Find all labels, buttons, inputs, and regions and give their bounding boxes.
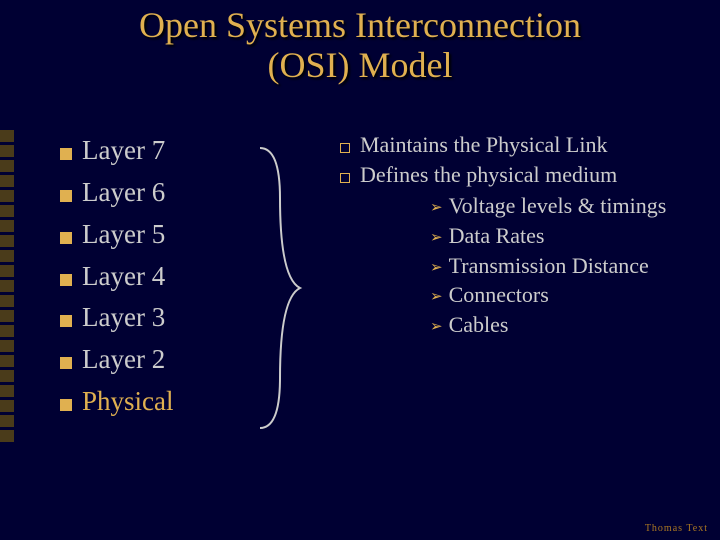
- layer-item: Layer 4: [60, 256, 260, 298]
- square-bullet-icon: [60, 315, 72, 327]
- curly-brace: [260, 130, 340, 423]
- sub-item: ➢ Cables: [430, 310, 700, 340]
- layer-label: Layer 2: [82, 339, 165, 381]
- square-bullet-icon: [60, 357, 72, 369]
- sub-item: ➢ Voltage levels & timings: [430, 191, 700, 221]
- sub-item-text: Cables: [449, 310, 509, 340]
- square-bullet-icon: [60, 274, 72, 286]
- layer-item: Layer 2: [60, 339, 260, 381]
- detail-text: Defines the physical medium: [360, 160, 617, 190]
- content-area: Layer 7Layer 6Layer 5Layer 4Layer 3Layer…: [60, 130, 700, 423]
- sub-item-text: Connectors: [449, 280, 549, 310]
- layers-list: Layer 7Layer 6Layer 5Layer 4Layer 3Layer…: [60, 130, 260, 423]
- sub-item: ➢ Transmission Distance: [430, 251, 700, 281]
- sub-item: ➢ Data Rates: [430, 221, 700, 251]
- arrow-bullet-icon: ➢: [430, 317, 443, 337]
- title-line-1: Open Systems Interconnection: [139, 5, 581, 45]
- arrow-bullet-icon: ➢: [430, 258, 443, 278]
- sub-item-text: Transmission Distance: [449, 251, 649, 281]
- layer-item: Layer 5: [60, 214, 260, 256]
- layer-item: Layer 7: [60, 130, 260, 172]
- layer-item: Layer 6: [60, 172, 260, 214]
- layer-label: Layer 4: [82, 256, 165, 298]
- layer-item: Layer 3: [60, 297, 260, 339]
- arrow-bullet-icon: ➢: [430, 287, 443, 307]
- detail-text: Maintains the Physical Link: [360, 130, 607, 160]
- square-bullet-icon: [60, 148, 72, 160]
- hollow-square-bullet-icon: [340, 143, 350, 153]
- layer-item: Physical: [60, 381, 260, 423]
- title-line-2: (OSI) Model: [268, 45, 453, 85]
- detail-item: Defines the physical medium: [340, 160, 700, 190]
- sub-list: ➢ Voltage levels & timings ➢ Data Rates ➢ Tra…: [430, 191, 700, 339]
- layer-label: Physical: [82, 381, 174, 423]
- sub-item-text: Data Rates: [449, 221, 545, 251]
- sub-item-text: Voltage levels & timings: [449, 191, 667, 221]
- hollow-square-bullet-icon: [340, 173, 350, 183]
- footer-text: Thomas Text: [645, 523, 708, 534]
- arrow-bullet-icon: ➢: [430, 198, 443, 218]
- arrow-bullet-icon: ➢: [430, 228, 443, 248]
- square-bullet-icon: [60, 232, 72, 244]
- layer-label: Layer 3: [82, 297, 165, 339]
- layer-label: Layer 5: [82, 214, 165, 256]
- layer-label: Layer 6: [82, 172, 165, 214]
- sub-item: ➢ Connectors: [430, 280, 700, 310]
- layer-label: Layer 7: [82, 130, 165, 172]
- detail-item: Maintains the Physical Link: [340, 130, 700, 160]
- slide-title: Open Systems Interconnection (OSI) Model: [0, 0, 720, 85]
- details-panel: Maintains the Physical LinkDefines the p…: [340, 130, 700, 423]
- side-decoration: [0, 130, 20, 442]
- square-bullet-icon: [60, 190, 72, 202]
- square-bullet-icon: [60, 399, 72, 411]
